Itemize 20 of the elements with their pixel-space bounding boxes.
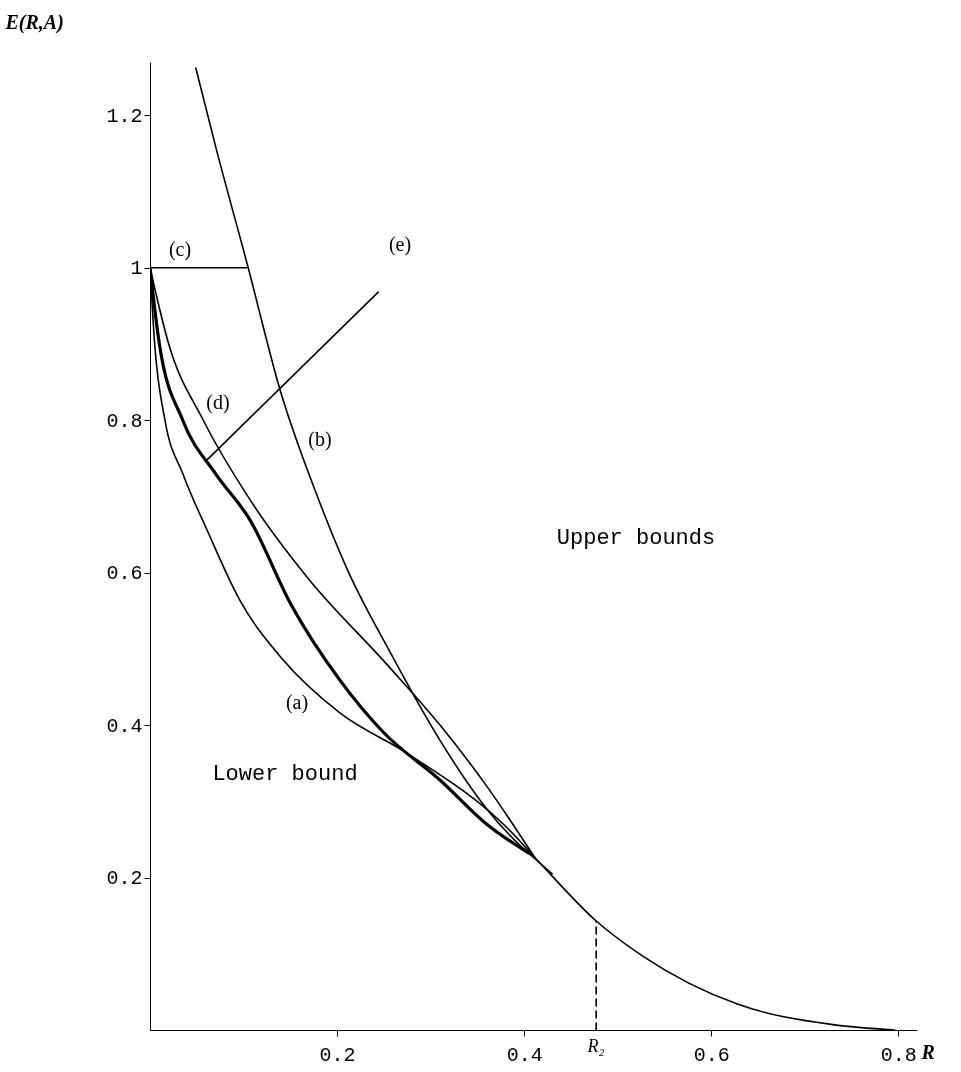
- y-tick-label: 0.4: [106, 714, 143, 738]
- annotation: (c): [168, 238, 192, 261]
- x-axis-title: R: [920, 1040, 935, 1063]
- x-tick-label: 0.6: [693, 1043, 730, 1067]
- annotation: (d): [206, 391, 230, 414]
- x-tick-label: 0.8: [880, 1043, 917, 1067]
- x-tick-label: 0.2: [319, 1043, 356, 1067]
- x-tick-label: 0.4: [506, 1043, 543, 1067]
- annotation: (e): [388, 233, 412, 256]
- y-tick-label: 1: [130, 257, 143, 281]
- annotation: Lower bound: [212, 762, 358, 787]
- y-axis-title: E(R,A): [4, 10, 64, 34]
- y-tick-label: 1.2: [106, 104, 143, 128]
- y-tick-label: 0.8: [106, 409, 143, 433]
- y-tick-label: 0.6: [106, 562, 143, 586]
- annotation: (b): [308, 428, 332, 451]
- annotation: (a): [285, 691, 309, 714]
- annotation: Upper bounds: [556, 526, 716, 551]
- y-tick-label: 0.2: [106, 867, 143, 891]
- text: R₂: [586, 1036, 605, 1056]
